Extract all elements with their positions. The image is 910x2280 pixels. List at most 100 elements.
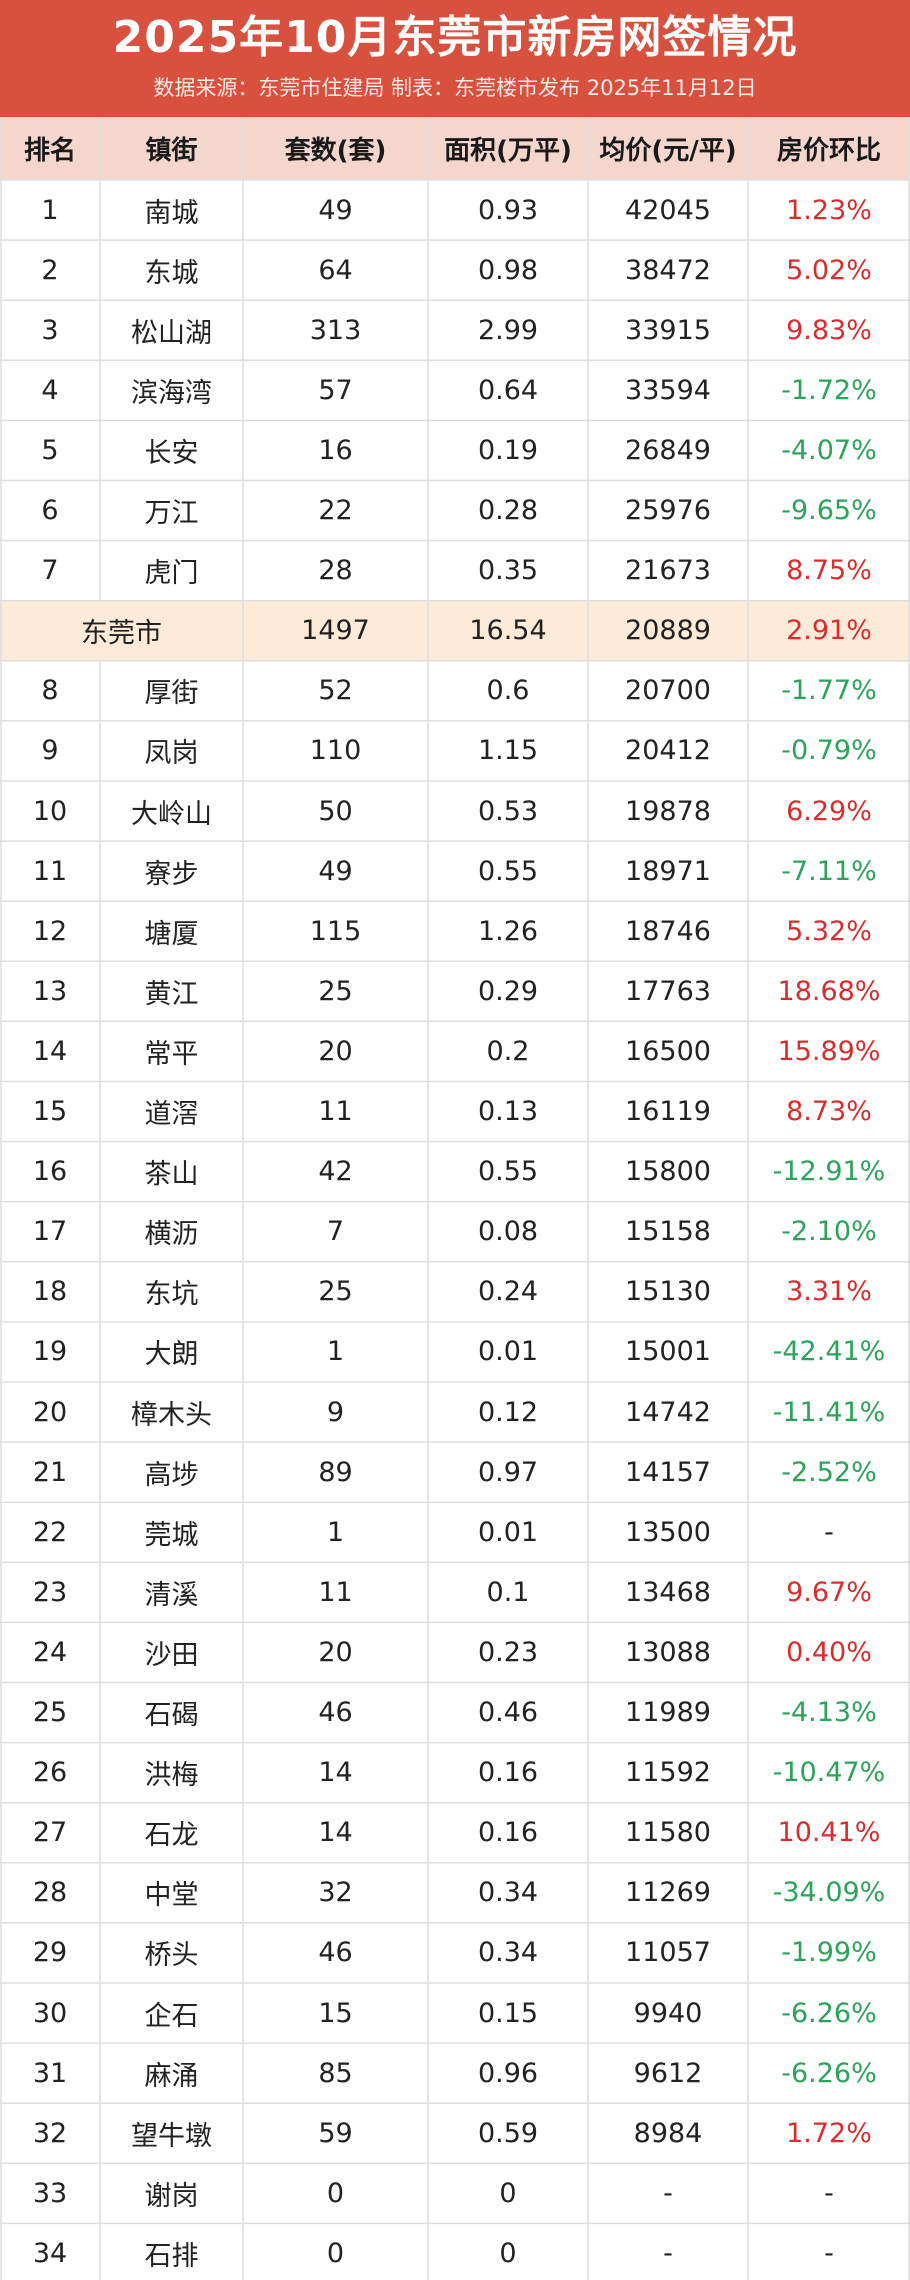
mom-cell: 8.75% [786,555,872,587]
area-cell: 0.19 [477,434,539,466]
price-cell: 21673 [625,555,711,587]
mom-cell: -6.26% [781,1997,877,2029]
town-cell: 石碣 [144,1700,199,1732]
mom-cell: -6.26% [781,2057,877,2089]
units-cell: 49 [318,194,353,226]
town-cell: 中堂 [144,1880,199,1912]
area-cell: 0.28 [477,495,539,527]
town-cell: 谢岗 [144,2180,199,2212]
town-cell: 茶山 [144,1159,199,1191]
units-cell: 52 [318,675,353,707]
price-cell: 18746 [625,915,711,947]
units-cell: 50 [318,795,353,827]
page-title: 2025年10月东莞市新房网签情况 [112,12,798,63]
rank-cell: 15 [32,1096,68,1128]
area-cell: 1.15 [477,735,539,767]
area-cell: 0.15 [477,1997,539,2029]
area-cell: 1.26 [477,915,539,947]
units-cell: 25 [318,1276,353,1308]
mom-cell: 9.83% [786,314,872,346]
mom-cell: 2.91% [786,615,872,647]
rank-cell: 17 [32,1216,68,1248]
price-cell: 11269 [625,1877,711,1909]
units-cell: 115 [309,915,362,947]
area-cell: 0.1 [486,1576,530,1608]
mom-cell: 10.41% [777,1817,881,1849]
header-price: 均价(元/平) [599,136,737,166]
area-cell: 0.23 [477,1636,539,1668]
price-cell: 11057 [625,1937,711,1969]
area-cell: 0.55 [477,1156,539,1188]
rank-cell: 12 [32,915,68,947]
mom-cell: 15.89% [777,1035,881,1067]
town-cell: 沙田 [144,1639,199,1671]
mom-cell: - [824,2177,834,2209]
price-cell: 14742 [625,1396,711,1428]
mom-cell: -4.07% [781,434,877,466]
area-cell: 0.16 [477,1817,539,1849]
area-cell: 0.53 [477,795,539,827]
rank-cell: 29 [32,1937,68,1969]
town-cell: 石龙 [144,1820,199,1852]
mom-cell: 0.40% [786,1636,872,1668]
mom-cell: -4.13% [781,1697,877,1729]
units-cell: 57 [318,374,353,406]
mom-cell: -0.79% [781,735,877,767]
town-cell: 莞城 [144,1519,199,1551]
units-cell: 313 [309,314,362,346]
units-cell: 110 [309,735,362,767]
rank-cell: 26 [32,1757,68,1789]
town-cell: 樟木头 [131,1399,212,1431]
rank-cell: 1 [41,194,59,226]
rank-cell: 19 [32,1336,68,1368]
rank-cell: 20 [32,1396,68,1428]
price-cell: - [663,2237,673,2269]
price-cell: 13088 [625,1636,711,1668]
area-cell: 0.2 [486,1035,530,1067]
price-cell: 17763 [625,975,711,1007]
mom-cell: -42.41% [772,1336,886,1368]
price-cell: 15800 [625,1156,711,1188]
area-cell: 0.08 [477,1216,539,1248]
rank-cell: 9 [41,735,59,767]
units-cell: 89 [318,1456,353,1488]
units-cell: 7 [326,1216,345,1248]
town-cell: 滨海湾 [131,377,212,409]
price-cell: 20700 [625,675,711,707]
area-cell: 0.34 [477,1877,539,1909]
area-cell: 0.12 [477,1396,539,1428]
mom-cell: 1.72% [786,2117,872,2149]
area-cell: 0.98 [477,254,539,286]
mom-cell: 1.23% [786,194,872,226]
price-cell: 11580 [625,1817,711,1849]
price-cell: 11989 [625,1697,711,1729]
units-cell: 1 [326,1336,345,1368]
units-cell: 59 [318,2117,353,2149]
rank-cell: 16 [32,1156,68,1188]
town-cell: 万江 [144,498,199,530]
price-cell: 38472 [625,254,711,286]
town-cell: 望牛墩 [131,2120,212,2152]
price-cell: 16500 [625,1035,711,1067]
rank-cell: 11 [32,855,68,887]
units-cell: 11 [318,1096,353,1128]
mom-cell: 3.31% [786,1276,872,1308]
rank-cell: 4 [41,374,59,406]
units-cell: 14 [318,1817,353,1849]
rank-cell: 8 [41,675,59,707]
price-cell: 18971 [625,855,711,887]
town-cell: 大岭山 [131,798,212,830]
price-cell: 14157 [625,1456,711,1488]
rank-cell: 34 [32,2237,68,2269]
area-cell: 0.13 [477,1096,539,1128]
price-cell: 11592 [625,1757,711,1789]
price-cell: 16119 [625,1096,711,1128]
rank-cell: 31 [32,2057,68,2089]
price-cell: 33594 [625,374,711,406]
header-rank: 排名 [23,136,76,166]
area-cell: 0.96 [477,2057,539,2089]
town-cell: 东坑 [144,1279,199,1311]
rank-cell: 5 [41,434,59,466]
area-cell: 0.35 [477,555,539,587]
rank-cell: 33 [32,2177,68,2209]
